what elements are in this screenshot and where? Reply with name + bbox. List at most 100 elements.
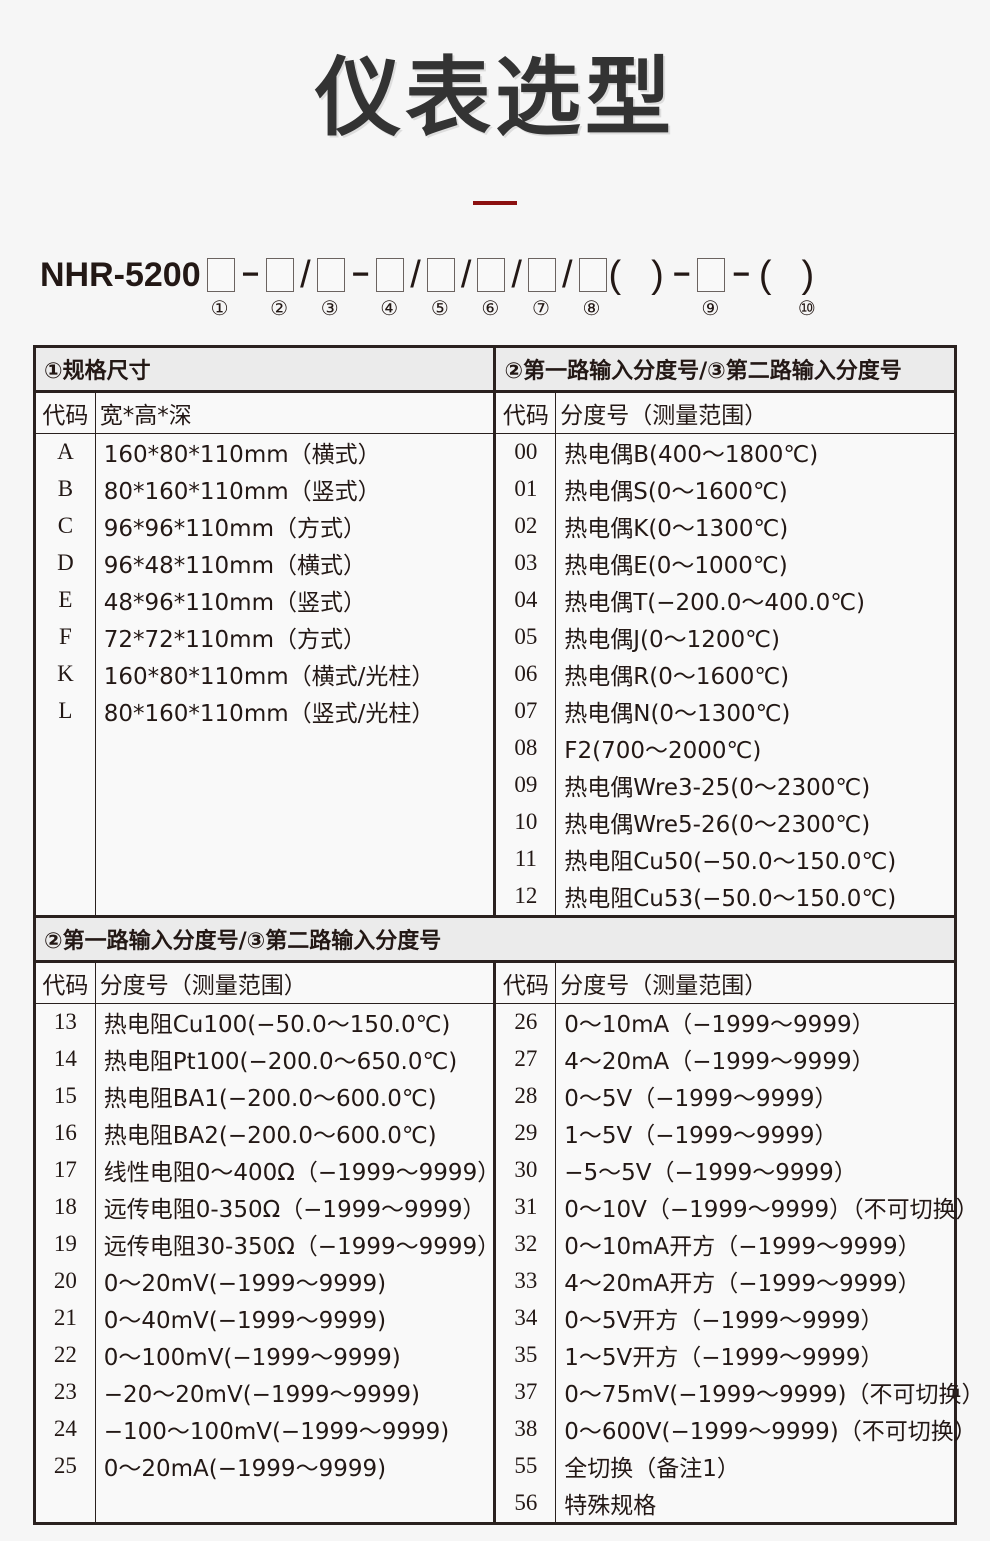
row-description: 热电阻Pt100(−200.0～650.0℃) (94, 1040, 496, 1078)
table-row: 17 线性电阻0～400Ω（−1999～9999） 30 −5～5V（−1999～99… (34, 1151, 956, 1189)
row-code: A (34, 432, 96, 471)
row-code: 32 (493, 1225, 557, 1263)
empty-cell (34, 840, 96, 878)
row-description: 热电偶N(0～1300℃) (555, 692, 956, 730)
row-code: 02 (493, 507, 557, 545)
table2-wrapper: ②第一路输入分度号/③第二路输入分度号 代码 分度号（测量范围） 代码 分度号（… (33, 914, 985, 1525)
row-description: 全切换（备注1） (555, 1447, 956, 1485)
model-code-box-③[interactable] (316, 253, 345, 292)
model-code-box-④[interactable] (376, 253, 405, 292)
row-description: 0～100mV(−1999～9999) (94, 1336, 496, 1374)
row-description: 80*160*110mm（竖式） (94, 470, 496, 508)
code-box[interactable] (316, 257, 345, 292)
model-code-box-⑥[interactable] (477, 253, 506, 292)
row-description: 热电偶J(0～1200℃) (555, 618, 956, 656)
row-code: K (34, 655, 96, 693)
row-code: 17 (34, 1151, 96, 1189)
model-code-separator: ) (651, 253, 664, 296)
row-code: 07 (493, 692, 557, 730)
row-code: 38 (493, 1410, 557, 1448)
row-description: 0～5V开方（−1999～9999） (555, 1299, 956, 1337)
model-code-box-①[interactable] (206, 253, 235, 292)
row-code: C (34, 507, 96, 545)
code-box[interactable] (376, 257, 405, 292)
code-box[interactable] (206, 257, 235, 292)
row-code: 14 (34, 1040, 96, 1078)
row-description: 96*96*110mm（方式） (94, 507, 496, 545)
table1-right-header-desc: 分度号（测量范围） (555, 390, 956, 434)
title-accent-rule (473, 200, 517, 205)
empty-cell (94, 877, 496, 917)
row-code: 12 (493, 877, 557, 917)
model-code-box-⑧[interactable] (578, 253, 607, 292)
table-row: 11 热电阻Cu50(−50.0～150.0℃) (34, 840, 956, 878)
code-box[interactable] (426, 257, 455, 292)
table1-group-header-row: ①规格尺寸 ②第一路输入分度号/③第二路输入分度号 (33, 344, 956, 393)
empty-cell (94, 766, 496, 804)
model-code-marker-②: ② (270, 295, 289, 320)
empty-cell (34, 803, 96, 841)
row-code: 05 (493, 618, 557, 656)
code-box[interactable] (527, 257, 556, 292)
row-description: −20～20mV(−1999～9999) (94, 1373, 496, 1411)
table2-right-header-desc: 分度号（测量范围） (555, 960, 956, 1004)
empty-cell (94, 840, 496, 878)
table2-column-header-row: 代码 分度号（测量范围） 代码 分度号（测量范围） (34, 960, 956, 1004)
table-row: 10 热电偶Wre5-26(0～2300℃) (34, 803, 956, 841)
row-code: B (34, 470, 96, 508)
table1-left-header-desc: 宽*高*深 (94, 390, 496, 434)
row-description: 0～40mV(−1999～9999) (94, 1299, 496, 1337)
model-code-box-⑦[interactable] (527, 253, 556, 292)
table-row: 08 F2(700～2000℃) (34, 729, 956, 767)
model-code-separator: / (410, 253, 421, 296)
model-code-separator: ( (758, 253, 772, 296)
title-block: 仪表选型 (0, 0, 990, 205)
table-row: E 48*96*110mm（竖式） 04 热电偶T(−200.0～400.0℃) (34, 581, 956, 619)
model-code-marker-⑩: ⑩ (797, 295, 816, 320)
empty-cell (34, 1484, 96, 1524)
row-description: 80*160*110mm（竖式/光柱） (94, 692, 496, 730)
row-description: 热电阻Cu53(−50.0～150.0℃) (555, 877, 956, 917)
model-code-marker-③: ③ (320, 295, 339, 320)
row-code: 55 (493, 1447, 557, 1485)
row-description: 热电偶R(0～1600℃) (555, 655, 956, 693)
row-description: 热电偶E(0～1000℃) (555, 544, 956, 582)
table-row: A 160*80*110mm（横式） 00 热电偶B(400～1800℃) (34, 432, 956, 471)
code-box[interactable] (697, 257, 726, 292)
row-code: 34 (493, 1299, 557, 1337)
model-code-marker-⑤: ⑤ (430, 295, 449, 320)
row-description: −5～5V（−1999～9999） (555, 1151, 956, 1189)
row-description: 0～10mA（−1999～9999） (555, 1002, 956, 1041)
row-description: 4～20mA开方（−1999～9999） (555, 1262, 956, 1300)
row-description: 0～5V（−1999～9999） (555, 1077, 956, 1115)
row-description: 160*80*110mm（横式） (94, 432, 496, 471)
model-code-marker-④: ④ (380, 295, 399, 320)
table1-left-header-code: 代码 (34, 390, 96, 434)
table-row: 21 0～40mV(−1999～9999) 34 0～5V开方（−1999～9999） (34, 1299, 956, 1337)
row-code: 00 (493, 432, 557, 471)
model-code-box-②[interactable] (266, 253, 295, 292)
model-code-marker-⑥: ⑥ (481, 295, 500, 320)
table-row: 14 热电阻Pt100(−200.0～650.0℃) 27 4～20mA（−1999～… (34, 1040, 956, 1078)
model-code-box-⑨[interactable] (697, 253, 726, 292)
table-row: 22 0～100mV(−1999～9999) 35 1～5V开方（−1999～9999… (34, 1336, 956, 1374)
code-box[interactable] (578, 257, 607, 292)
row-description: 线性电阻0～400Ω（−1999～9999） (94, 1151, 500, 1189)
row-code: 13 (34, 1002, 96, 1041)
code-box[interactable] (477, 257, 506, 292)
model-code-marker-⑧: ⑧ (582, 295, 601, 320)
row-description: 远传电阻30-350Ω（−1999～9999） (94, 1225, 500, 1263)
row-description: 0～600V(−1999～9999)（不可切换） (555, 1410, 977, 1448)
table-row: C 96*96*110mm（方式） 02 热电偶K(0～1300℃) (34, 507, 956, 545)
spec-table-2: ②第一路输入分度号/③第二路输入分度号 代码 分度号（测量范围） 代码 分度号（… (33, 914, 985, 1525)
empty-cell (34, 877, 96, 917)
row-description: 远传电阻0-350Ω（−1999～9999） (94, 1188, 496, 1226)
row-description: 160*80*110mm（横式/光柱） (94, 655, 496, 693)
table-row: 24 −100～100mV(−1999～9999) 38 0～600V(−1999～9… (34, 1410, 977, 1448)
code-box[interactable] (266, 257, 295, 292)
row-code: 30 (493, 1151, 557, 1189)
model-code-separator: ( (608, 253, 622, 296)
row-description: 0～75mV(−1999～9999)（不可切换） (555, 1373, 985, 1411)
model-code-box-⑤[interactable] (426, 253, 455, 292)
